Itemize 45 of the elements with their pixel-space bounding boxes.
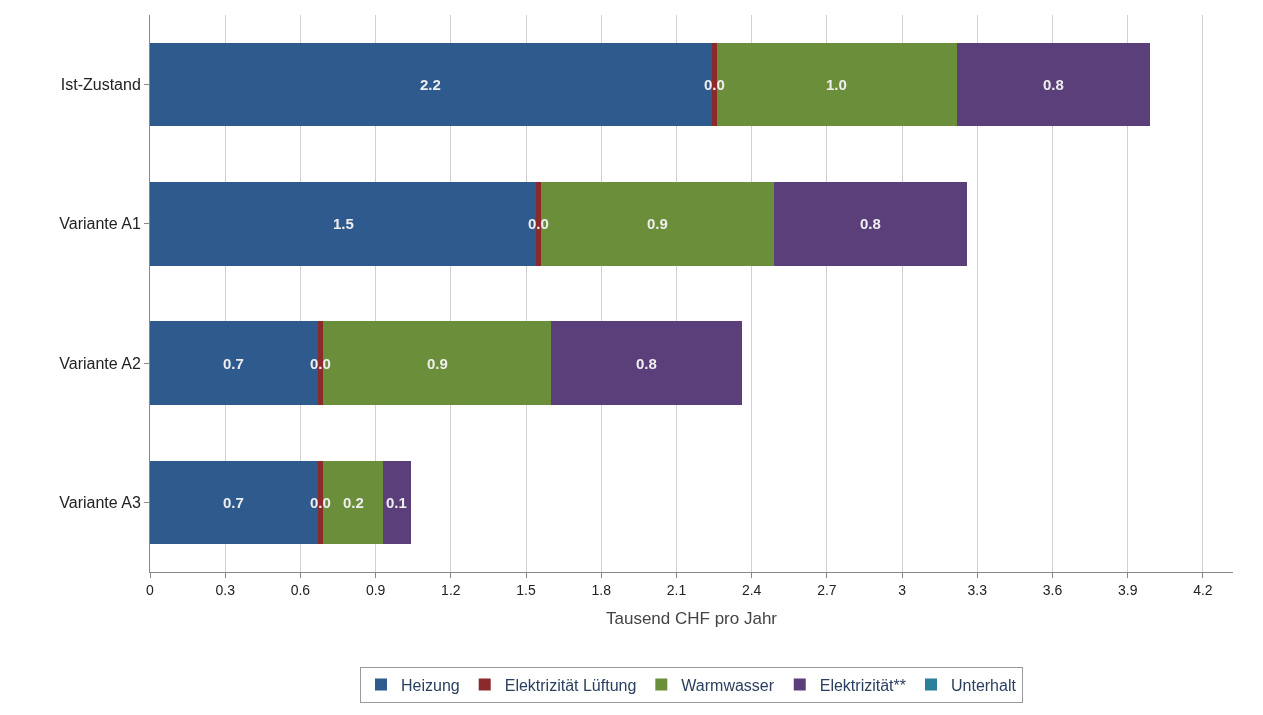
x-tick-label: 2.7 <box>817 581 837 598</box>
bar <box>957 42 1151 127</box>
x-tick-label: 0 <box>146 581 155 598</box>
bar <box>551 321 742 405</box>
x-tick-label: 3.3 <box>967 581 988 598</box>
data-label: 0.0 <box>310 494 331 511</box>
y-tick-label: Variante A1 <box>59 215 141 233</box>
x-tick-label: 2.4 <box>741 581 762 598</box>
legend-label: Elektrizität Lüftung <box>504 676 637 694</box>
bar <box>774 182 968 266</box>
x-tick-label: 1.2 <box>441 581 461 598</box>
y-tick-label: Variante A2 <box>59 354 141 372</box>
data-label: 0.9 <box>427 355 448 372</box>
x-tick-label: 1.8 <box>591 581 612 598</box>
data-label: 0.7 <box>223 494 244 511</box>
x-tick-label: 1.5 <box>516 581 536 598</box>
data-label: 0.7 <box>223 355 244 372</box>
data-label: 0.0 <box>704 76 725 93</box>
data-label: 0.8 <box>860 215 881 232</box>
data-label: 0.9 <box>647 215 668 232</box>
x-tick-label: 3.6 <box>1042 581 1063 598</box>
x-tick-label: 0.9 <box>365 581 386 598</box>
legend-label: Unterhalt <box>950 676 1017 694</box>
x-axis-title: Tausend CHF pro Jahr <box>605 609 778 629</box>
x-tick-label: 4.2 <box>1193 581 1213 598</box>
data-label: 0.0 <box>528 215 549 232</box>
data-label: 0.1 <box>386 494 407 511</box>
x-tick-label: 0.3 <box>215 581 236 598</box>
data-label: 1.5 <box>333 215 354 232</box>
x-tick-label: 0.6 <box>290 581 311 598</box>
x-tick-label: 3 <box>898 581 907 598</box>
legend-label: Elektrizität** <box>819 676 906 694</box>
x-tick-label: 3.9 <box>1117 581 1138 598</box>
data-label: 2.2 <box>420 76 441 93</box>
data-label: 0.8 <box>636 355 657 372</box>
y-tick-label: Ist-Zustand <box>60 76 141 94</box>
y-tick-label: Variante A3 <box>59 493 141 511</box>
data-label: 1.0 <box>826 76 847 93</box>
data-label: 0.2 <box>343 494 364 511</box>
data-label: 0.8 <box>1043 76 1064 93</box>
bar <box>383 460 411 545</box>
data-label: 0.0 <box>310 355 331 372</box>
legend-label: Warmwasser <box>681 676 775 694</box>
legend-label: Heizung <box>401 676 460 694</box>
x-tick-label: 2.1 <box>666 581 687 598</box>
